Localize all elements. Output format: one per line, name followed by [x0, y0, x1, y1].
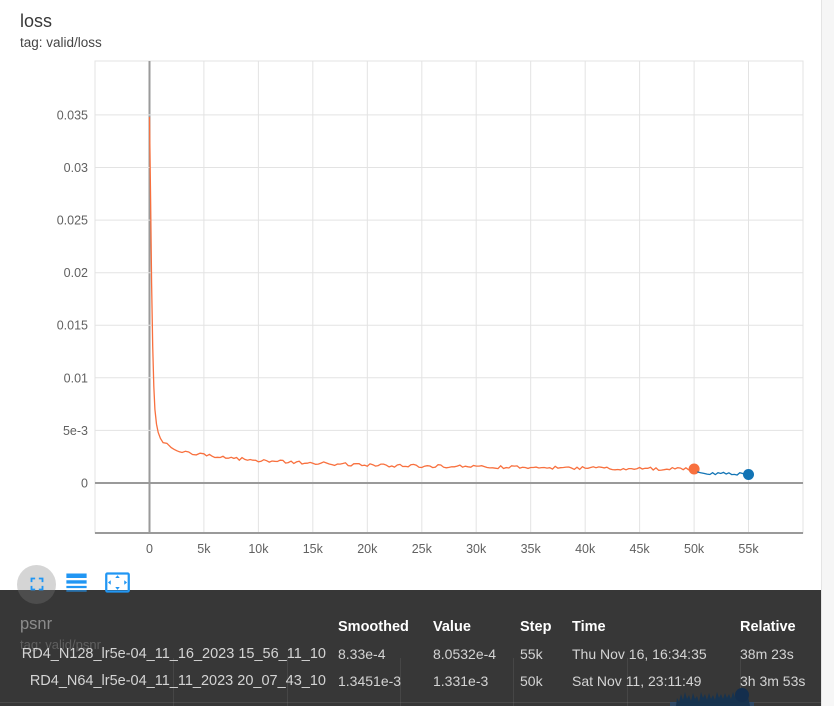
series-line — [148, 116, 695, 471]
ghost-gridline — [740, 658, 741, 706]
tooltip-run-name: 10_RD4_N128_lr5e-04_11_16_2023 15_56_11 — [21, 646, 326, 662]
x-tick-label: 0 — [146, 542, 153, 556]
fit-domain-icon[interactable] — [104, 569, 131, 596]
ghost-gridline — [400, 658, 401, 706]
x-tick-label: 50k — [684, 542, 705, 556]
ghost-gridline — [173, 658, 174, 706]
tooltip-value-cell: 1.3451e-3 — [338, 673, 402, 689]
tooltip-value-cell: 8.33e-4 — [338, 646, 386, 662]
tooltip-value-cell: 3h 3m 53s — [740, 673, 806, 689]
tooltip-run-name: 10_RD4_N64_lr5e-04_11_11_2023 20_07_43 — [29, 673, 326, 689]
ghost-gridline — [513, 658, 514, 706]
tooltip-col-header: Value — [433, 619, 471, 635]
x-tick-label: 45k — [630, 542, 651, 556]
tooltip-row: 10_RD4_N64_lr5e-04_11_11_2023 20_07_43 1.… — [0, 668, 822, 695]
series-endpoint-dot — [743, 469, 754, 480]
psnr-curve-ghost — [670, 688, 754, 706]
ghost-gridline — [627, 658, 628, 706]
x-tick-label: 30k — [466, 542, 487, 556]
y-tick-label: 5e-3 — [63, 424, 88, 438]
card-tag: tag: valid/loss — [20, 35, 102, 50]
line-weight-icon[interactable] — [63, 569, 90, 596]
tooltip-body: 10_RD4_N128_lr5e-04_11_16_2023 15_56_11 8… — [0, 641, 822, 695]
tooltip-value-cell: 38m 23s — [740, 646, 794, 662]
x-tick-label: 10k — [248, 542, 269, 556]
y-tick-label: 0.02 — [64, 266, 88, 280]
tooltip-value-cell: 8.0532e-4 — [433, 646, 497, 662]
series-line — [697, 471, 749, 477]
tooltip-header-row: Smoothed Value Step Time Relative — [0, 614, 822, 641]
scrollbar-track[interactable] — [821, 0, 834, 706]
icon-hover-ripple — [17, 565, 56, 604]
tooltip-value-cell: 55k — [520, 646, 543, 662]
tooltip-table: Smoothed Value Step Time Relative 10_RD4_N12… — [0, 614, 822, 695]
tooltip-col-header — [0, 614, 338, 641]
x-tick-label: 35k — [521, 542, 542, 556]
y-tick-label: 0.025 — [57, 214, 88, 228]
tooltip-value-cell: 50k — [520, 673, 543, 689]
x-tick-label: 40k — [575, 542, 596, 556]
tooltip-col-header: Time — [572, 619, 606, 635]
tooltip-col-header: Step — [520, 619, 552, 635]
tooltip-value-cell: 1.331e-3 — [433, 673, 489, 689]
ghost-gridline — [287, 658, 288, 706]
tooltip-col-header: Smoothed — [338, 619, 409, 635]
card-title: loss — [20, 11, 53, 31]
x-tick-label: 55k — [738, 542, 759, 556]
x-tick-label: 5k — [197, 542, 211, 556]
psnr-card-title-ghost: psnr — [20, 615, 53, 633]
y-tick-label: 0.01 — [64, 371, 88, 385]
ghost-gridline — [0, 702, 822, 703]
tooltip-row: 10_RD4_N128_lr5e-04_11_16_2023 15_56_11 8… — [0, 641, 822, 668]
y-tick-label: 0.03 — [64, 161, 88, 175]
y-tick-label: 0 — [81, 477, 88, 491]
fullscreen-icon[interactable] — [26, 573, 48, 595]
tooltip-value-cell: Sat Nov 11, 23:11:49 — [572, 673, 702, 689]
series-endpoint-dot — [688, 463, 700, 475]
x-tick-label: 25k — [412, 542, 433, 556]
y-tick-label: 0.015 — [57, 319, 88, 333]
y-tick-label: 0.035 — [57, 108, 88, 122]
psnr-card-tag-ghost: tag: valid/psnr — [20, 637, 101, 652]
plot-area — [94, 60, 804, 534]
hover-tooltip: psnr tag: valid/psnr Smoothed Value Step Ti… — [0, 590, 822, 706]
x-tick-label: 15k — [303, 542, 324, 556]
x-tick-label: 20k — [357, 542, 378, 556]
tooltip-value-cell: Thu Nov 16, 16:34:35 — [572, 646, 707, 662]
loss-chart[interactable]: 0 5k 10k 15k 20k 25k 30k 35k 40k 45k 50k 55k 0 5e-3 0.… — [0, 0, 834, 570]
tooltip-col-header: Relative — [740, 619, 796, 635]
